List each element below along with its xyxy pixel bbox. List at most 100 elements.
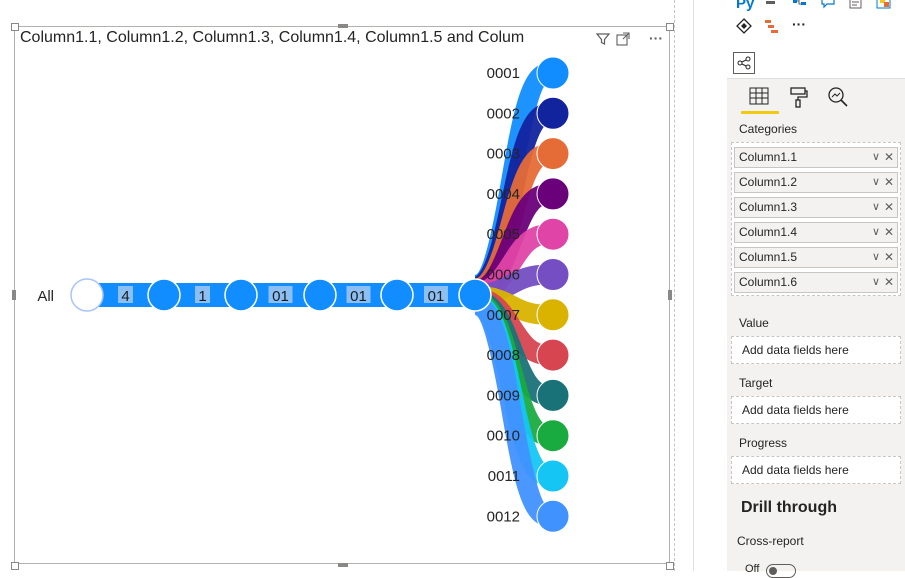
resize-handle-top-right[interactable] (666, 23, 674, 31)
level-node[interactable] (458, 278, 492, 312)
analytics-tab[interactable] (825, 86, 851, 108)
leaf-node[interactable] (536, 258, 570, 291)
leaf-node[interactable] (536, 56, 570, 90)
leaf-label: 0012 (487, 508, 520, 525)
resize-handle-top-left[interactable] (11, 23, 19, 31)
field-pill-label: Column1.2 (739, 175, 798, 189)
leaf-node[interactable] (536, 96, 570, 130)
remove-field-icon[interactable]: ✕ (883, 250, 894, 264)
canvas-edge-divider (674, 0, 675, 571)
root-node[interactable] (70, 278, 104, 312)
progress-drop-zone[interactable]: Add data fields here (731, 456, 901, 484)
level-node[interactable] (303, 278, 337, 312)
filter-icon[interactable] (595, 32, 611, 49)
leaf-label: 0001 (487, 65, 520, 82)
leaf-node[interactable] (536, 217, 570, 251)
level-label: 01 (350, 288, 367, 305)
leaf-node[interactable] (536, 338, 570, 372)
smart-narrative-icon[interactable] (848, 0, 864, 13)
resize-handle-bottom-right[interactable] (666, 562, 674, 570)
more-options-icon[interactable]: ··· (649, 30, 663, 46)
category-field-pill[interactable]: Column1.4 ∨ ✕ (734, 222, 898, 243)
leaf-node[interactable] (536, 459, 570, 493)
leaf-label: 0011 (488, 468, 520, 485)
cross-report-label: Cross-report (737, 534, 804, 548)
active-tab-indicator (741, 111, 779, 114)
leaf-node[interactable] (536, 499, 570, 533)
remove-field-icon[interactable]: ✕ (883, 225, 894, 239)
cross-report-toggle[interactable] (766, 564, 796, 578)
level-node[interactable] (380, 278, 414, 312)
qa-icon[interactable] (820, 0, 836, 13)
category-field-pill[interactable]: Column1.6 ∨ ✕ (734, 272, 898, 293)
leaf-node[interactable] (536, 137, 570, 171)
fields-tab[interactable] (746, 86, 772, 108)
cross-report-toggle-state: Off (745, 563, 760, 575)
level-label-background (424, 286, 448, 303)
level-label-background (118, 286, 133, 303)
key-influencers-icon[interactable] (764, 0, 780, 13)
chevron-down-icon[interactable]: ∨ (871, 201, 880, 213)
progress-label: Progress (739, 436, 788, 450)
custom-visual-button[interactable] (733, 52, 755, 74)
leaf-node[interactable] (536, 177, 570, 211)
category-field-pill[interactable]: Column1.1 ∨ ✕ (734, 147, 898, 168)
field-pill-label: Column1.1 (739, 150, 798, 164)
focus-mode-icon[interactable] (616, 32, 630, 49)
category-field-pill[interactable]: Column1.5 ∨ ✕ (734, 247, 898, 268)
level-label: 01 (272, 288, 289, 305)
resize-handle-left-middle[interactable] (12, 290, 16, 300)
leaf-label: 0008 (487, 347, 520, 364)
resize-handle-bottom-middle[interactable] (338, 563, 348, 567)
category-field-pill[interactable]: Column1.3 ∨ ✕ (734, 197, 898, 218)
remove-field-icon[interactable]: ✕ (883, 200, 894, 214)
resize-handle-right-middle[interactable] (668, 290, 672, 300)
remove-field-icon[interactable]: ✕ (883, 150, 894, 164)
python-visual-icon[interactable]: Py (736, 0, 755, 12)
leaf-label: 0003 (487, 146, 520, 163)
leaf-label: 0007 (487, 307, 520, 324)
value-drop-zone[interactable]: Add data fields here (731, 336, 901, 364)
categories-label: Categories (739, 122, 798, 136)
leaf-node[interactable] (536, 378, 570, 412)
category-field-pill[interactable]: Column1.2 ∨ ✕ (734, 172, 898, 193)
power-apps-icon[interactable] (736, 18, 752, 37)
leaf-label: 0009 (487, 387, 520, 404)
level-label-background (346, 286, 371, 303)
pane-border (693, 0, 694, 571)
power-automate-icon[interactable] (764, 18, 780, 37)
leaf-label: 0010 (487, 428, 520, 445)
field-pill-label: Column1.4 (739, 225, 798, 239)
leaf-label: 0004 (487, 186, 520, 203)
value-label: Value (739, 316, 769, 330)
report-canvas: Column1.1, Column1.2, Column1.3, Column1… (11, 23, 674, 570)
remove-field-icon[interactable]: ✕ (883, 275, 894, 289)
pane-section-divider (727, 78, 905, 79)
level-node[interactable] (224, 278, 258, 312)
chevron-down-icon[interactable]: ∨ (871, 151, 880, 163)
more-visuals-icon[interactable]: ··· (792, 16, 806, 32)
field-pill-label: Column1.6 (739, 275, 798, 289)
drill-through-heading: Drill through (741, 499, 837, 516)
decomposition-tree-chart: All 4 1 01 01 01 0001 0002 0003 0004 0005 0006 0007 0… (37, 56, 570, 533)
resize-handle-bottom-left[interactable] (11, 562, 19, 570)
level-label-background (268, 286, 293, 303)
paginated-report-icon[interactable] (876, 0, 892, 13)
chevron-down-icon[interactable]: ∨ (871, 176, 880, 188)
resize-handle-top-middle[interactable] (338, 24, 348, 28)
chevron-down-icon[interactable]: ∨ (871, 226, 880, 238)
format-tab[interactable] (785, 86, 811, 108)
target-label: Target (739, 376, 773, 390)
chevron-down-icon[interactable]: ∨ (871, 276, 880, 288)
leaf-node[interactable] (536, 419, 570, 453)
decomposition-tree-icon[interactable] (792, 0, 808, 13)
share-nodes-icon (737, 56, 751, 70)
root-node-label: All (37, 288, 54, 305)
leaf-label: 0002 (487, 105, 520, 122)
chevron-down-icon[interactable]: ∨ (871, 251, 880, 263)
leaf-node[interactable] (536, 298, 570, 332)
remove-field-icon[interactable]: ✕ (883, 175, 894, 189)
level-node[interactable] (147, 278, 181, 312)
leaf-label: 0005 (487, 226, 520, 243)
target-drop-zone[interactable]: Add data fields here (731, 396, 901, 424)
